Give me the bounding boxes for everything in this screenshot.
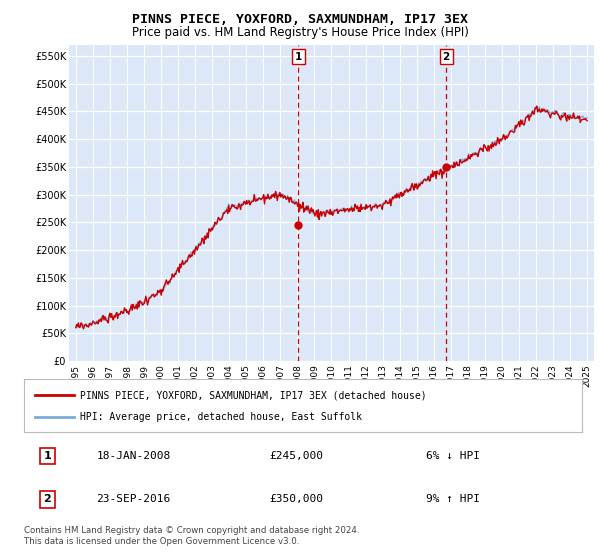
Text: HPI: Average price, detached house, East Suffolk: HPI: Average price, detached house, East…	[80, 412, 362, 422]
Text: PINNS PIECE, YOXFORD, SAXMUNDHAM, IP17 3EX (detached house): PINNS PIECE, YOXFORD, SAXMUNDHAM, IP17 3…	[80, 390, 427, 400]
Text: 1: 1	[44, 451, 52, 461]
Text: £245,000: £245,000	[269, 451, 323, 461]
Text: 2: 2	[44, 494, 52, 505]
Text: PINNS PIECE, YOXFORD, SAXMUNDHAM, IP17 3EX: PINNS PIECE, YOXFORD, SAXMUNDHAM, IP17 3…	[132, 13, 468, 26]
Text: 18-JAN-2008: 18-JAN-2008	[97, 451, 171, 461]
Text: 6% ↓ HPI: 6% ↓ HPI	[426, 451, 480, 461]
Text: 2: 2	[443, 52, 450, 62]
Text: £350,000: £350,000	[269, 494, 323, 505]
Text: Contains HM Land Registry data © Crown copyright and database right 2024.
This d: Contains HM Land Registry data © Crown c…	[24, 526, 359, 546]
Text: 9% ↑ HPI: 9% ↑ HPI	[426, 494, 480, 505]
Text: 23-SEP-2016: 23-SEP-2016	[97, 494, 171, 505]
Text: Price paid vs. HM Land Registry's House Price Index (HPI): Price paid vs. HM Land Registry's House …	[131, 26, 469, 39]
Text: 1: 1	[295, 52, 302, 62]
